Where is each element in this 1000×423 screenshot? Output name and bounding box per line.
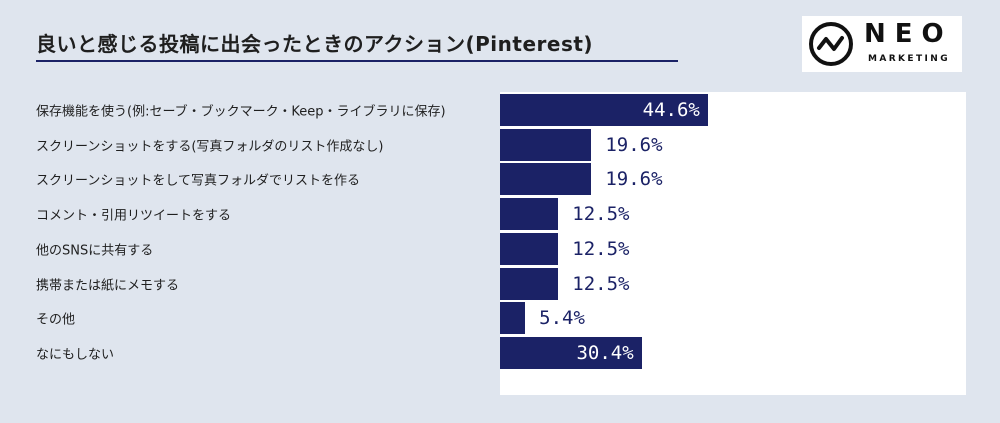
category-label: スクリーンショットをして写真フォルダでリストを作る — [36, 173, 360, 189]
category-label: なにもしない — [36, 347, 115, 363]
bar — [500, 232, 559, 265]
category-label: スクリーンショットをする(写真フォルダのリスト作成なし) — [36, 139, 384, 155]
data-label: 44.6% — [642, 99, 700, 121]
category-label: 保存機能を使う(例:セーブ・ブックマーク・Keep・ライブラリに保存) — [36, 104, 446, 120]
bar — [500, 336, 642, 369]
data-label: 5.4% — [539, 307, 585, 330]
bar — [500, 94, 708, 126]
title-underline — [36, 60, 678, 62]
data-label: 19.6% — [605, 133, 663, 156]
bar — [500, 198, 559, 231]
logo-subtitle: MARKETING — [868, 54, 950, 64]
data-label: 19.6% — [605, 168, 663, 191]
bar — [500, 128, 592, 161]
bar — [500, 267, 559, 300]
bar — [500, 302, 526, 335]
category-label: その他 — [36, 312, 76, 328]
neo-logo-icon — [809, 22, 853, 66]
data-label: 12.5% — [572, 272, 630, 295]
data-label: 12.5% — [572, 237, 630, 260]
bar — [500, 163, 592, 196]
data-label: 12.5% — [572, 203, 630, 226]
category-label: 他のSNSに共有する — [36, 243, 154, 259]
logo-text: NEO — [864, 19, 953, 49]
data-label: 30.4% — [576, 341, 634, 364]
category-label: 携帯または紙にメモする — [36, 278, 180, 293]
neo-marketing-logo: NEO MARKETING — [802, 16, 962, 72]
chart-title: 良いと感じる投稿に出会ったときのアクション(Pinterest) — [36, 32, 594, 56]
category-label: コメント・引用リツイートをする — [36, 208, 232, 224]
